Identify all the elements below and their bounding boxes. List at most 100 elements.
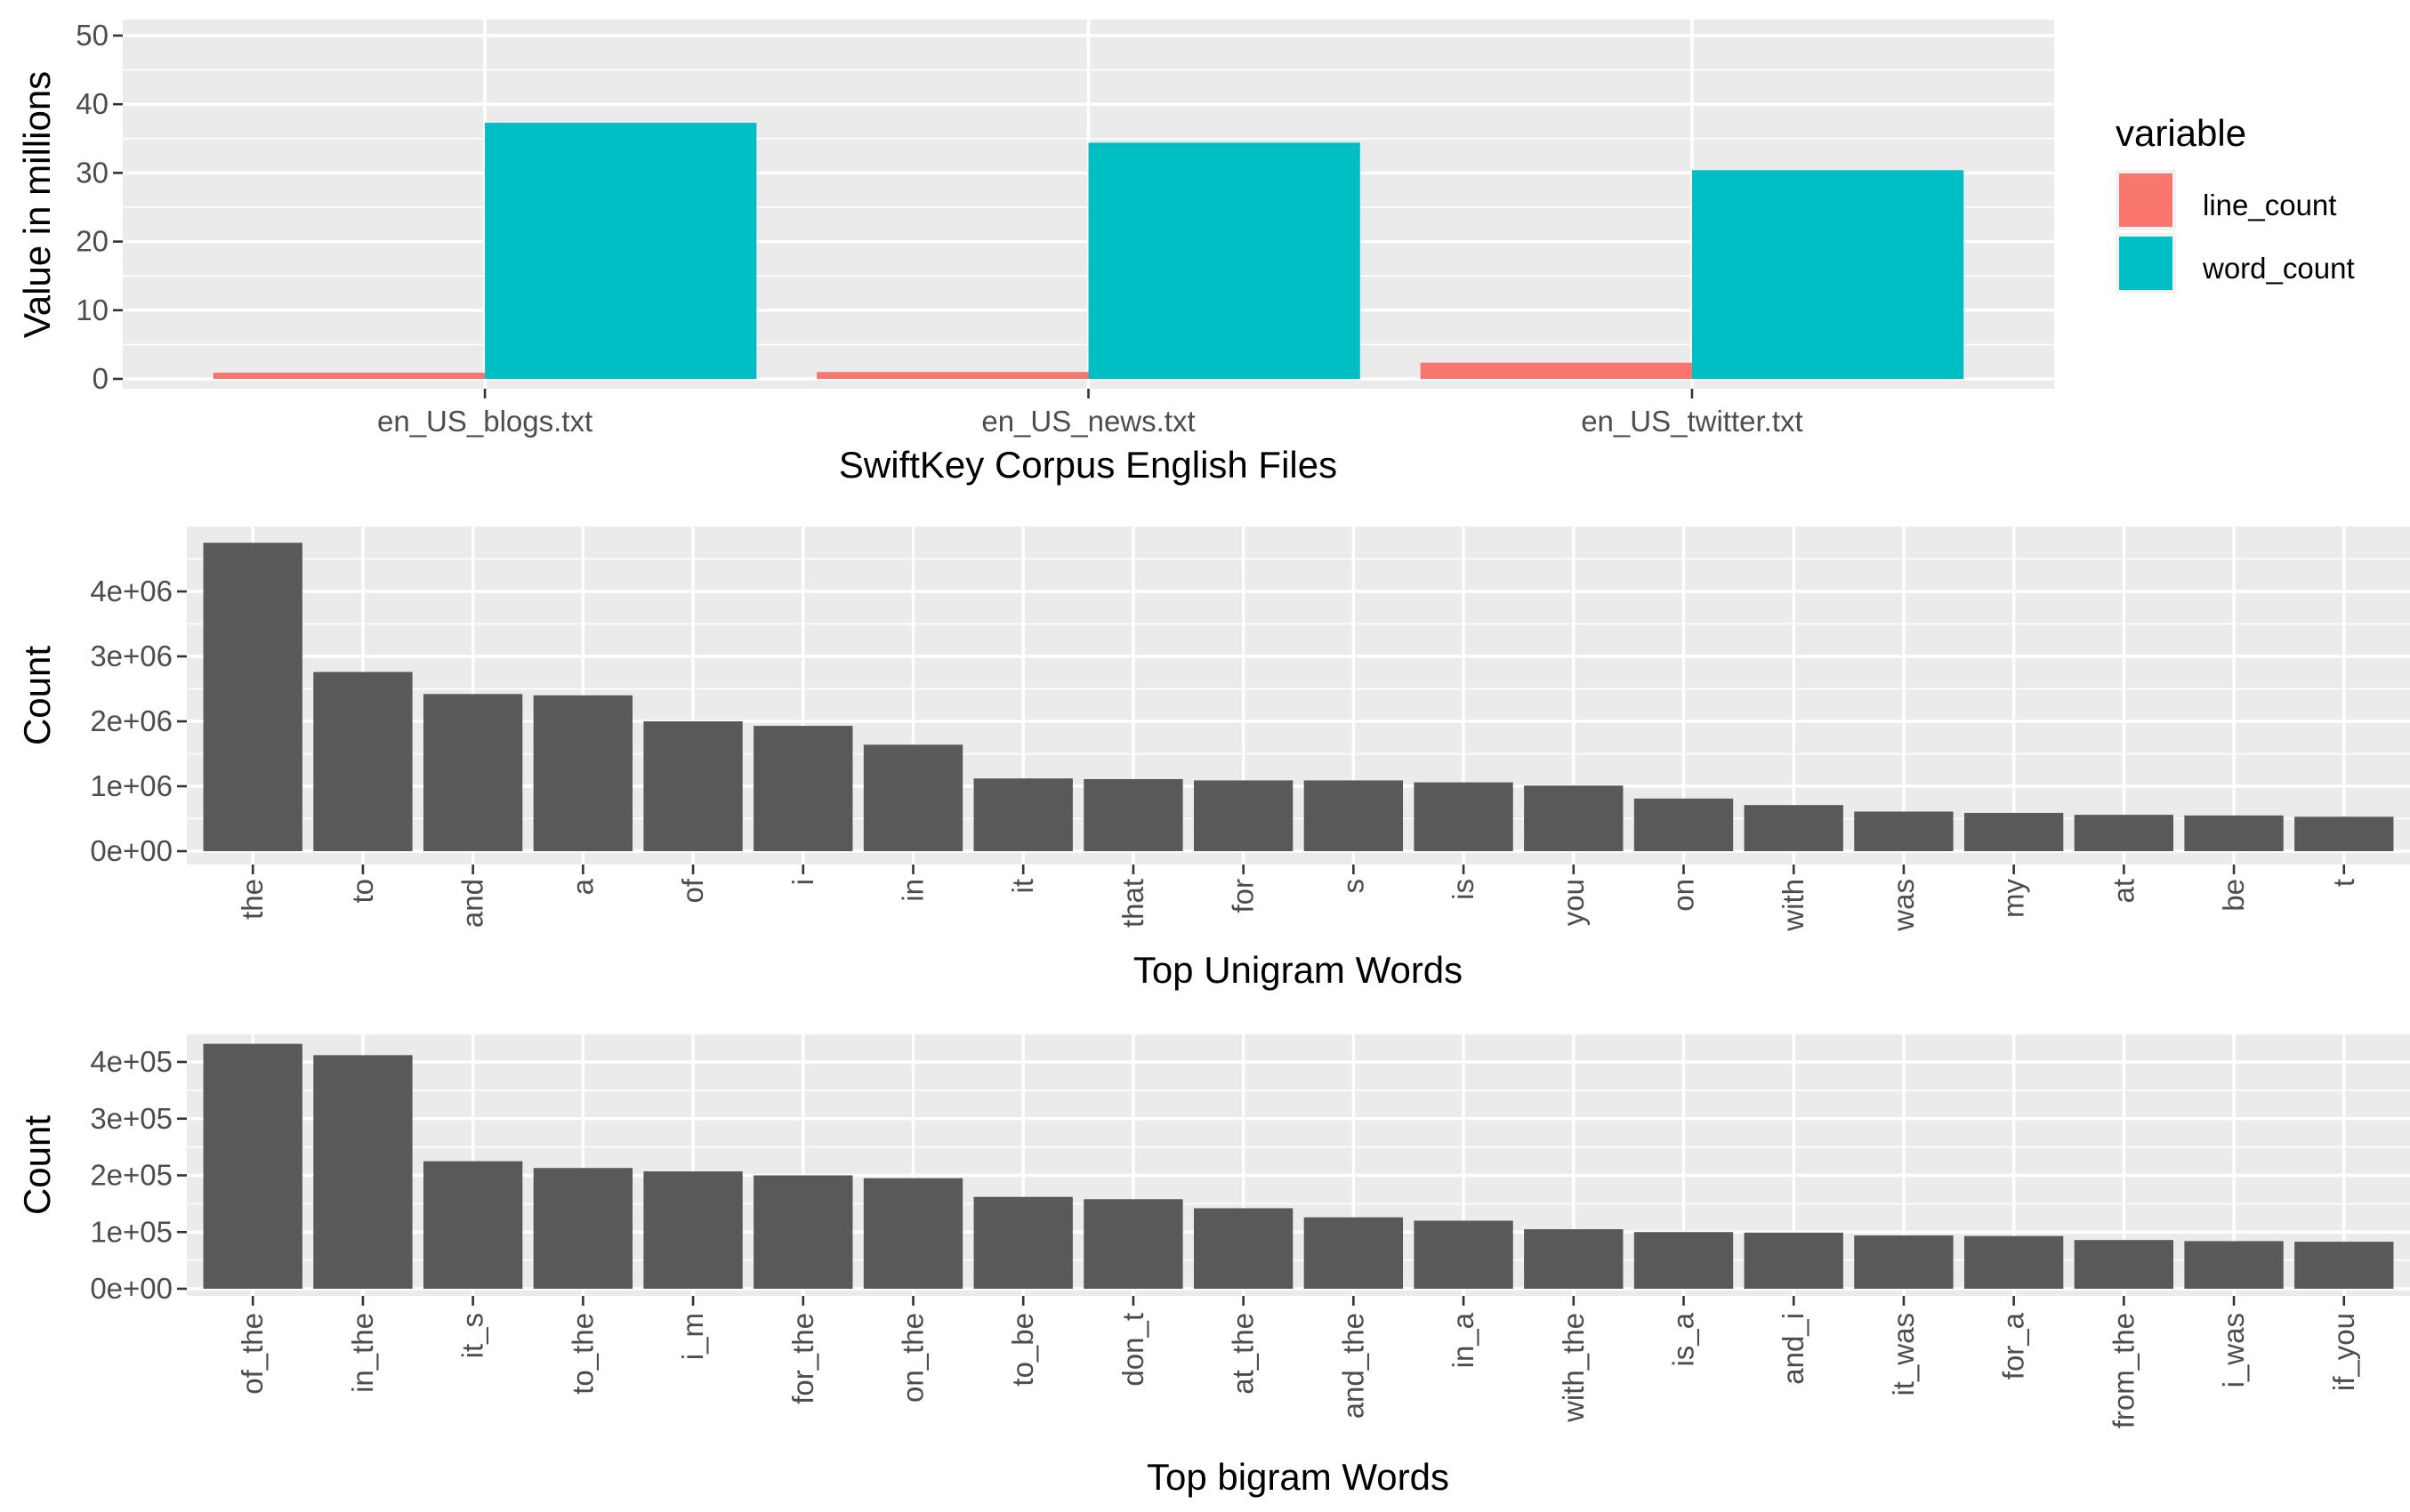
bar-in — [863, 744, 963, 851]
bar-word-count-en-us-blogs-txt — [485, 123, 757, 379]
x-tick-label-with-the: with_the — [1557, 1313, 1590, 1423]
y-tick-label: 0 — [93, 362, 109, 395]
x-axis-title: Top bigram Words — [1147, 1456, 1449, 1498]
unigram-chart: 0e+00 1e+06 2e+06 3e+06 4e+06 the to and a of i in… — [16, 527, 2410, 991]
x-axis-title: SwiftKey Corpus English Files — [839, 444, 1337, 486]
x-tick-label-in-a: in_a — [1447, 1312, 1479, 1368]
x-tick-label-to: to — [346, 879, 379, 904]
y-tick-label: 1e+05 — [90, 1215, 173, 1248]
x-tick-label-in-the: in_the — [346, 1313, 379, 1393]
legend-label-line-count: line_count — [2203, 189, 2336, 221]
bar-you — [1524, 785, 1624, 851]
bar-a — [533, 695, 633, 851]
x-tick-label-and-the: and_the — [1336, 1313, 1369, 1419]
x-tick-label-for-a: for_a — [1997, 1312, 2030, 1379]
x-tick-label-for: for — [1227, 879, 1260, 913]
x-tick-label-was: was — [1887, 879, 1920, 932]
file-stats-chart: 0 10 20 30 40 50 en_US_blogs.txt en_US_news.tx… — [16, 19, 2355, 486]
bars — [203, 1043, 2394, 1289]
x-tick-label-i-m: i_m — [676, 1313, 709, 1360]
bar-to-the — [533, 1168, 633, 1289]
bar-t — [2294, 816, 2394, 851]
x-tick-label-and: and — [456, 879, 489, 928]
bars — [213, 123, 1964, 379]
x-tick-label-to-be: to_be — [1006, 1313, 1039, 1387]
bar-be — [2184, 815, 2284, 851]
bar-is — [1414, 782, 1513, 851]
y-tick-label: 40 — [76, 87, 109, 120]
x-tick-label-the: the — [236, 879, 269, 920]
x-tick-label-it: it — [1006, 879, 1039, 894]
bar-at-the — [1193, 1208, 1294, 1289]
x-axis-title: Top Unigram Words — [1133, 949, 1463, 991]
x-tick-label-be: be — [2217, 879, 2250, 912]
x-tick-label-a: a — [566, 878, 599, 895]
bar-of-the — [203, 1043, 302, 1289]
bar-to-be — [973, 1196, 1073, 1289]
bar-is-a — [1633, 1232, 1734, 1289]
y-axis: 0e+00 1e+05 2e+05 3e+05 4e+05 — [90, 1045, 187, 1305]
bar-in-a — [1414, 1220, 1513, 1289]
y-tick-label: 4e+05 — [90, 1045, 173, 1078]
bar-for-the — [754, 1175, 853, 1289]
bar-for-a — [1963, 1235, 2064, 1289]
x-tick-label-is: is — [1447, 879, 1479, 900]
legend-swatch-line-count — [2119, 173, 2172, 227]
x-tick-label-s: s — [1336, 879, 1369, 894]
bar-at — [2074, 815, 2174, 851]
y-axis-title: Count — [16, 1115, 58, 1215]
bar-i-m — [643, 1171, 743, 1289]
bar-it-was — [1854, 1235, 1954, 1289]
bar-if-you — [2294, 1242, 2394, 1289]
x-tick-label-with: with — [1777, 879, 1810, 932]
x-tick-label-t: t — [2327, 879, 2360, 887]
bar-of — [643, 721, 743, 851]
x-tick-label-that: that — [1116, 879, 1149, 928]
x-axis: of_the in_the it_s to_the i_m for_the on_the to… — [236, 1296, 2360, 1428]
x-tick-label-on-the: on_the — [897, 1313, 930, 1403]
y-tick-label: 2e+05 — [90, 1159, 173, 1192]
bar-line-count-en-us-twitter-txt — [1420, 362, 1692, 379]
bar-i — [754, 726, 853, 851]
bar-to — [313, 672, 413, 851]
x-tick-label-to-the: to_the — [566, 1313, 599, 1395]
bar-with — [1744, 805, 1843, 851]
bar-for — [1193, 780, 1294, 851]
x-tick-label-i-was: i_was — [2217, 1313, 2250, 1387]
y-axis: 0e+00 1e+06 2e+06 3e+06 4e+06 — [90, 575, 187, 867]
y-axis-title: Count — [16, 646, 58, 745]
bar-it — [973, 778, 1073, 851]
bar-line-count-en-us-blogs-txt — [213, 373, 486, 379]
x-tick-label-and-i: and_i — [1777, 1313, 1810, 1385]
legend-title: variable — [2116, 112, 2246, 154]
x-tick-label-en-us-blogs-txt: en_US_blogs.txt — [377, 405, 592, 438]
x-axis: en_US_blogs.txt en_US_news.txt en_US_twitt… — [377, 389, 1803, 438]
bar-in-the — [313, 1055, 413, 1289]
x-tick-label-it-s: it_s — [456, 1313, 489, 1358]
bar-word-count-en-us-twitter-txt — [1691, 170, 1964, 379]
bar-that — [1084, 778, 1183, 851]
bar-word-count-en-us-news-txt — [1088, 142, 1360, 379]
x-tick-label-it-was: it_was — [1887, 1313, 1920, 1396]
x-tick-label-en-us-news-txt: en_US_news.txt — [981, 405, 1195, 438]
bar-my — [1963, 812, 2064, 851]
bar-the — [203, 543, 302, 851]
bar-was — [1854, 811, 1954, 851]
x-tick-label-at-the: at_the — [1227, 1313, 1260, 1395]
x-tick-label-on: on — [1666, 879, 1699, 912]
bar-s — [1303, 780, 1404, 851]
x-tick-label-my: my — [1997, 879, 2030, 918]
x-tick-label-you: you — [1557, 879, 1590, 926]
x-tick-label-of-the: of_the — [236, 1313, 269, 1395]
legend: variable line_count word_count — [2116, 112, 2355, 294]
x-tick-label-at: at — [2107, 879, 2140, 904]
y-tick-label: 0e+00 — [90, 834, 173, 867]
x-tick-label-i: i — [786, 879, 819, 885]
legend-swatch-word-count — [2119, 237, 2172, 290]
bar-and-i — [1744, 1232, 1843, 1289]
bar-on — [1633, 798, 1734, 851]
y-axis-title: Value in millions — [16, 71, 58, 338]
y-tick-label: 10 — [76, 294, 109, 326]
x-tick-label-for-the: for_the — [786, 1313, 819, 1404]
